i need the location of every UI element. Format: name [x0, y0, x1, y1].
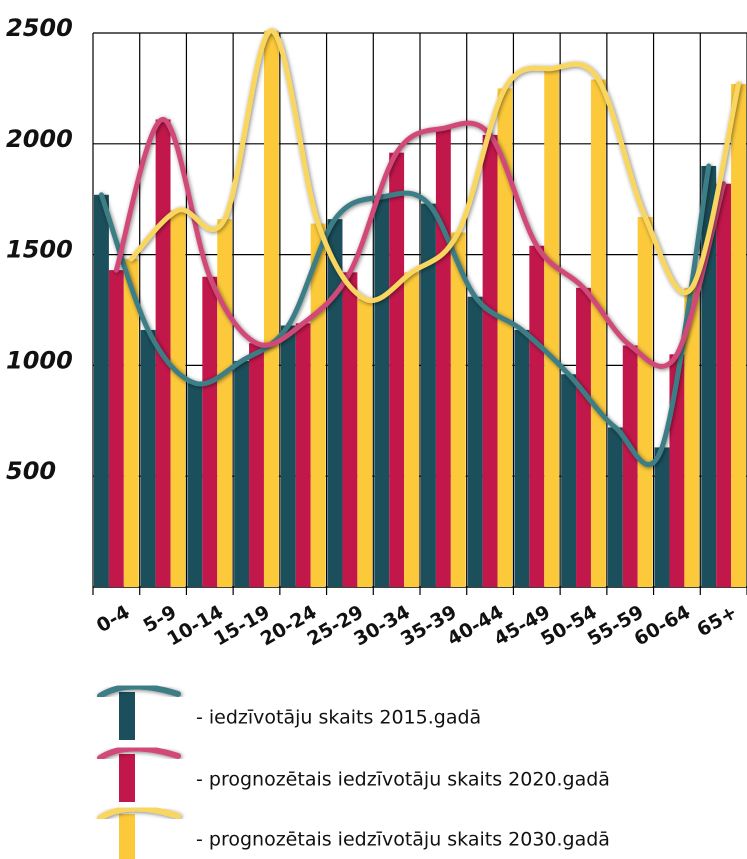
bar [295, 323, 311, 587]
grid [92, 32, 747, 595]
trend-curve [128, 28, 742, 304]
bar [467, 296, 483, 587]
bar [654, 447, 670, 587]
bar [342, 272, 358, 587]
bar [622, 345, 638, 587]
y-tick-label: 2000 [6, 125, 73, 153]
bar [421, 203, 436, 587]
bar [482, 134, 498, 587]
bar [123, 259, 139, 587]
bar [576, 287, 591, 587]
legend-bar [119, 814, 135, 859]
legend-bar [119, 692, 135, 740]
bar [544, 68, 560, 588]
legend-label: - iedzīvotāju skaits 2015.gadā [196, 707, 481, 729]
bar [529, 245, 545, 587]
bar [716, 183, 732, 588]
bar [435, 128, 451, 587]
legend-label: - prognozētais iedzīvotāju skaits 2030.g… [196, 829, 610, 851]
bar [497, 88, 513, 588]
bar [637, 216, 653, 588]
bar [404, 272, 419, 587]
bar [590, 79, 606, 587]
bar [234, 360, 250, 587]
bar [357, 298, 373, 587]
bars [94, 30, 746, 588]
legend-bar [119, 754, 135, 802]
bar [263, 30, 279, 588]
bar [170, 210, 186, 587]
bar [684, 287, 700, 587]
y-tick-label: 1500 [6, 236, 73, 264]
curves [98, 28, 742, 468]
x-tick-label: 0-4 [93, 601, 134, 637]
x-tick-label: 65+ [693, 601, 741, 641]
y-tick-label: 1000 [6, 346, 73, 374]
bar [561, 374, 577, 587]
bar [327, 219, 343, 588]
trend-curve [113, 116, 727, 369]
bar [140, 329, 156, 587]
bar [389, 152, 405, 587]
trend-curve [98, 163, 712, 468]
legend-curve [97, 683, 181, 699]
bar [607, 427, 623, 587]
bar [202, 276, 218, 587]
bar [310, 223, 326, 588]
legend-label: - prognozētais iedzīvotāju skaits 2020.g… [196, 769, 610, 791]
bar [187, 383, 203, 587]
bar [374, 196, 390, 587]
y-tick-label: 2500 [6, 14, 73, 42]
bar [249, 343, 264, 587]
legend-curve [97, 745, 181, 761]
bar [94, 194, 109, 587]
legend: - iedzīvotāju skaits 2015.gadā - prognozē… [97, 683, 610, 859]
y-tick-label: 500 [6, 457, 56, 485]
bar [450, 232, 466, 587]
bar [217, 219, 233, 588]
bar [108, 270, 124, 587]
bar [280, 325, 296, 587]
legend-curve [97, 805, 181, 821]
bar [514, 329, 530, 587]
bar [731, 83, 746, 587]
